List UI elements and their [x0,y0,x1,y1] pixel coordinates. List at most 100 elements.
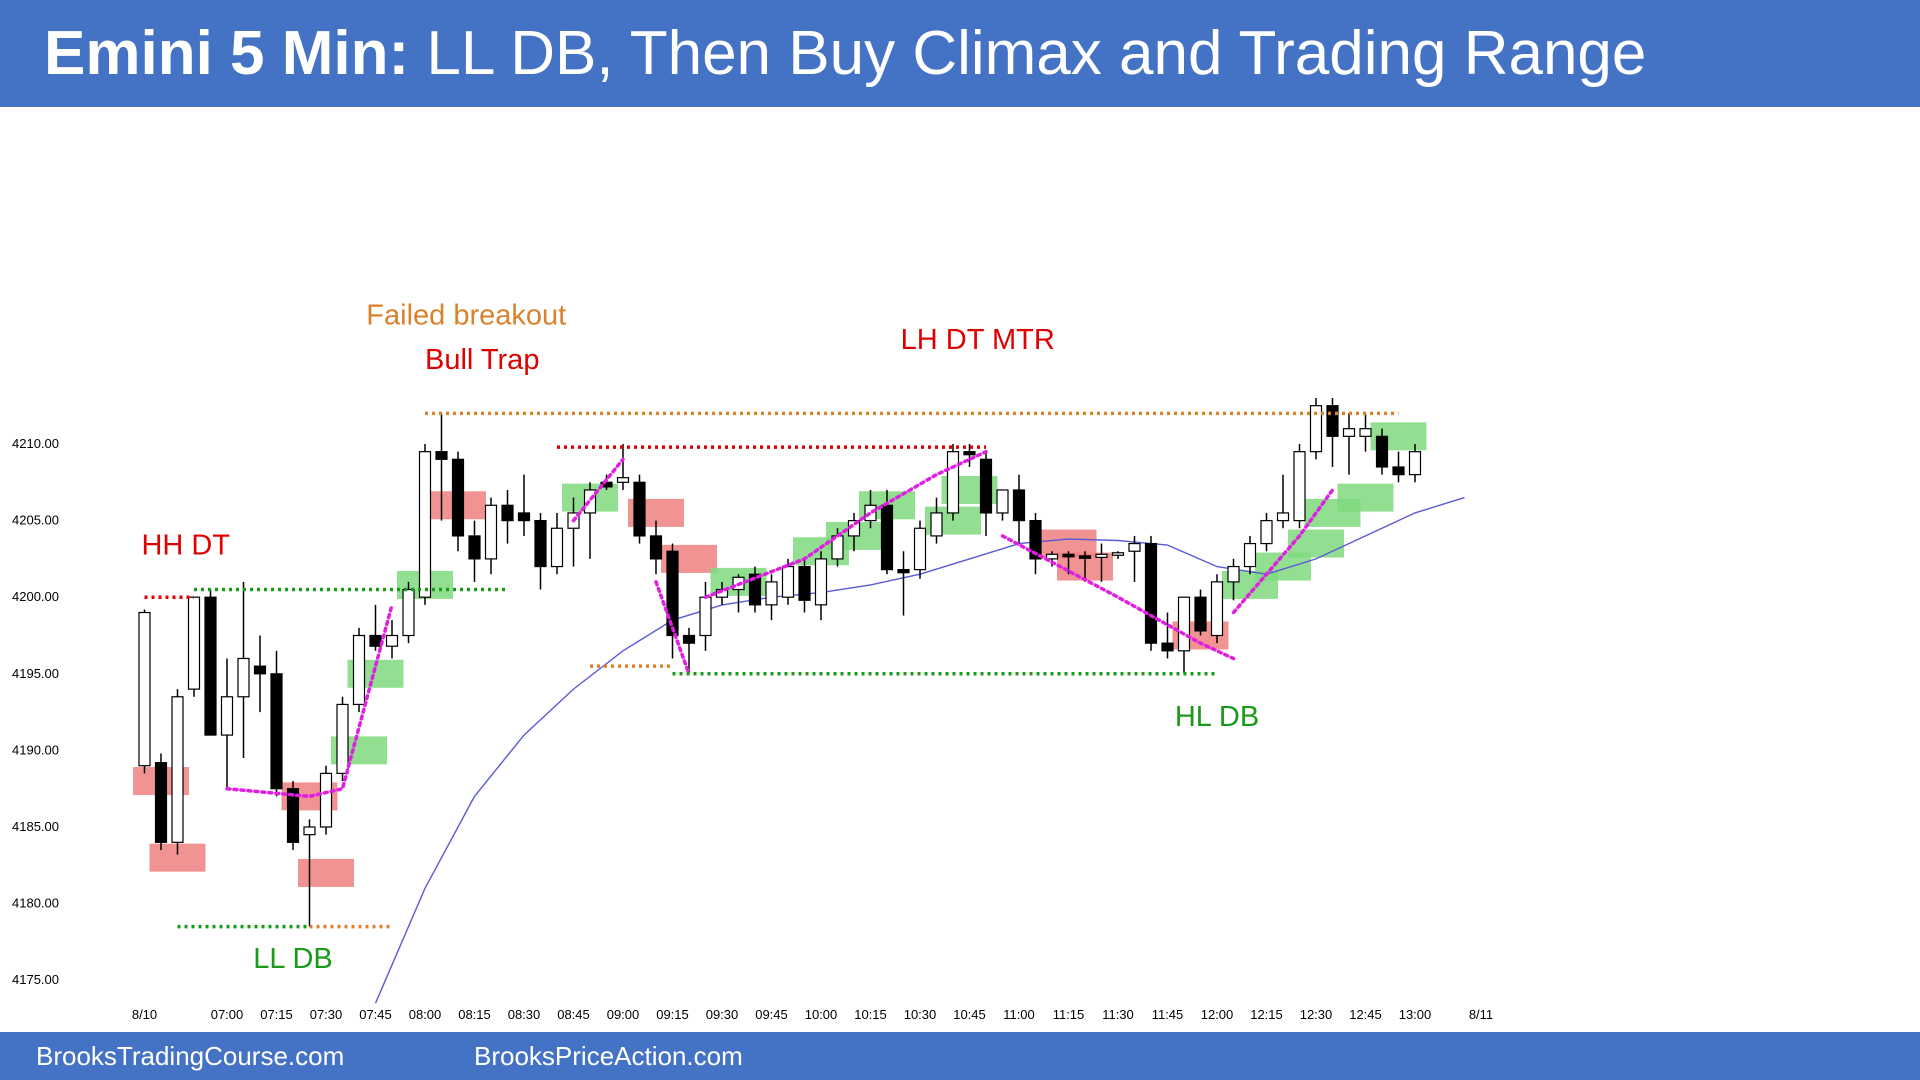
y-tick-label: 4210.00 [12,436,59,451]
bear-candle [534,519,547,568]
bull-candle [138,611,151,767]
bear-candle [666,550,679,637]
x-tick-label: 09:15 [656,1007,689,1022]
bull-candle [484,504,498,560]
x-tick-label: 8/10 [132,1007,157,1022]
x-tick-label: 08:15 [458,1007,491,1022]
bear-candle [1062,553,1075,558]
bear-candle [435,451,448,460]
bear-candle [1392,466,1405,476]
bull-candle [187,596,201,690]
bull-candle [1260,519,1273,545]
y-tick-label: 4175.00 [12,972,59,987]
footer-link-trading-course[interactable]: BrooksTradingCourse.com [36,1041,345,1071]
bull-candle [171,696,184,843]
bear-candle [1161,642,1174,652]
wedge-line [225,603,394,799]
x-tick-label: 11:45 [1152,1007,1184,1022]
x-tick-label: 09:00 [607,1007,640,1022]
y-tick-label: 4195.00 [12,666,59,681]
bear-candle [798,565,811,601]
x-tick-label: 08:00 [409,1007,442,1022]
bull-candle [1045,553,1059,560]
bear-candle [897,569,910,574]
bear-candle [451,458,465,537]
bear-candle [154,762,168,843]
bull-candle [1095,553,1108,558]
bear-candle [979,458,993,514]
bull-candle [319,772,333,828]
bull-candle [814,558,828,606]
bull-candle [220,696,234,736]
wedge-line [1231,488,1335,615]
x-tick-label: 12:30 [1300,1007,1333,1022]
bear-candle [501,504,514,522]
bear-candle [880,504,894,571]
x-tick-label: 8/11 [1469,1007,1493,1022]
bull-signal-box [1288,529,1344,558]
bear-candle [286,788,300,843]
candlestick-chart: 4210.00 4205.00 4200.00 4195.00 4190.00 4185.… [12,300,1493,1022]
bull-candle [402,588,415,637]
x-tick-label: 11:00 [1003,1007,1035,1022]
bear-candle [649,535,663,560]
x-tick-label: 07:30 [310,1007,343,1022]
bear-candle [748,573,762,606]
bull-candle [352,634,366,706]
bull-candle [385,634,399,647]
bear-candle [963,451,976,456]
wedge-line [654,580,691,676]
x-tick-label: 10:15 [854,1007,887,1022]
bear-candle [1375,435,1389,468]
bull-candle [616,477,630,483]
bear-candle [682,634,696,644]
bear-signal-box [298,858,354,887]
x-tick-label: 08:30 [508,1007,541,1022]
x-tick-label: 08:45 [557,1007,590,1022]
bear-candle [633,481,646,537]
x-tick-label: 12:00 [1201,1007,1234,1022]
bull-candle [1408,451,1422,476]
bull-candle [303,826,316,836]
wedge-line [703,449,988,599]
bull-candle [1293,451,1306,522]
header-bar: Emini 5 Min: LL DB, Then Buy Climax and … [0,0,1920,107]
annotation-label: HH DT [141,529,230,561]
title-rest: LL DB, Then Buy Climax and Trading Range [426,19,1647,88]
x-tick-label: 13:00 [1399,1007,1432,1022]
bear-candle [369,634,382,647]
bull-candle [946,451,960,514]
bull-candle [1276,512,1290,522]
x-tick-label: 10:30 [904,1007,937,1022]
bull-candle [699,596,712,637]
bull-candle [418,451,432,598]
bull-candle [336,703,349,774]
bull-candle [1177,596,1191,652]
annotation-label: LH DT MTR [901,324,1055,356]
x-tick-label: 09:45 [755,1007,788,1022]
bear-candle [204,596,217,736]
wedge-line [571,457,625,523]
bear-candle [1144,542,1158,644]
bear-candle [1012,489,1026,522]
title-bold: Emini 5 Min: [44,19,410,88]
x-tick-label: 11:30 [1102,1007,1134,1022]
annotation-label: Bull Trap [425,344,539,376]
bear-candle [253,665,267,675]
y-tick-label: 4200.00 [12,589,59,604]
bull-candle [930,512,943,537]
bull-candle [1111,552,1125,556]
x-tick-label: 12:15 [1250,1007,1283,1022]
y-tick-label: 4185.00 [12,819,59,834]
bull-candle [996,489,1009,514]
bear-candle [270,673,283,790]
bear-candle [1326,405,1339,437]
footer-bar: BrooksTradingCourse.com BrooksPriceActio… [0,1032,1920,1080]
bull-candle [1309,405,1323,453]
bear-candle [1194,596,1207,632]
bull-candle [550,527,564,568]
bull-candle [1210,581,1224,637]
footer-link-price-action[interactable]: BrooksPriceAction.com [474,1041,743,1071]
x-tick-label: 07:45 [359,1007,392,1022]
annotation-label: Failed breakout [366,300,566,332]
